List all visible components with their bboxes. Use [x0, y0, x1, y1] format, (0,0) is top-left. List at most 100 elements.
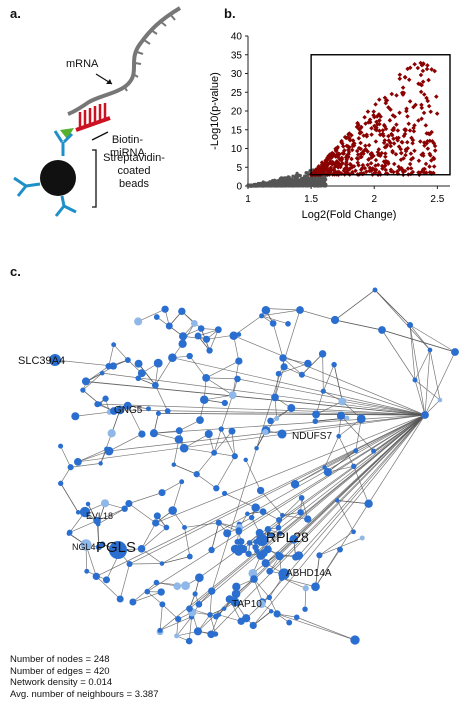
- network-edge: [209, 329, 219, 351]
- network-edge: [220, 395, 234, 430]
- node-label-ndufs7: NDUFS7: [292, 431, 333, 442]
- network-edge: [238, 414, 426, 531]
- network-node: [196, 416, 204, 425]
- network-node: [71, 412, 80, 421]
- data-point: [266, 184, 270, 188]
- network-node: [262, 429, 269, 436]
- network-edge: [296, 616, 356, 641]
- network-node: [175, 615, 182, 623]
- network-node: [259, 313, 265, 319]
- data-point: [289, 184, 293, 188]
- network-node: [359, 535, 365, 541]
- network-edge: [198, 414, 426, 605]
- network-node: [235, 527, 242, 534]
- network-node: [378, 326, 386, 334]
- network-node: [214, 326, 222, 334]
- selected-point: [349, 156, 354, 162]
- network-node: [66, 529, 73, 536]
- x-axis-label: Log2(Fold Change): [302, 209, 397, 221]
- selected-point: [420, 151, 426, 156]
- network-edge: [54, 359, 114, 367]
- network-node: [146, 406, 151, 412]
- selected-point: [333, 148, 339, 154]
- network-edge: [252, 414, 426, 626]
- network-edge: [242, 414, 426, 550]
- network-edge: [159, 616, 192, 631]
- network-node: [336, 433, 342, 439]
- network-edge: [322, 364, 335, 392]
- network-edge: [282, 357, 308, 364]
- data-point: [284, 177, 288, 181]
- network-node: [202, 335, 211, 343]
- network-edge: [374, 289, 411, 326]
- selected-point: [366, 143, 372, 148]
- network-edge: [119, 563, 130, 600]
- selected-point: [427, 138, 433, 144]
- network-node: [125, 499, 133, 508]
- network-edge: [70, 463, 101, 468]
- network-edge: [96, 508, 125, 522]
- y-tick-label: 30: [231, 69, 243, 80]
- network-node: [153, 512, 161, 520]
- selected-point: [424, 141, 430, 146]
- network-node: [221, 606, 227, 611]
- network-edge: [205, 377, 233, 396]
- network-edge: [172, 357, 426, 416]
- network-edge: [184, 522, 219, 528]
- network-edge: [409, 324, 416, 381]
- network-edge: [147, 591, 163, 605]
- network-node: [251, 503, 260, 512]
- selected-point: [432, 148, 438, 153]
- network-node: [256, 551, 266, 560]
- network-edge: [97, 508, 125, 525]
- network-node: [109, 541, 127, 559]
- network-node: [67, 464, 74, 471]
- network-stats: Number of nodes = 248 Number of edges = …: [10, 654, 159, 700]
- network-edge: [245, 459, 261, 491]
- data-point: [276, 184, 281, 188]
- network-node: [302, 585, 309, 592]
- network-node: [298, 495, 305, 501]
- network-edge: [153, 432, 179, 440]
- network-node: [74, 457, 82, 466]
- network-edge: [237, 378, 426, 416]
- selected-point: [382, 138, 388, 143]
- network-node: [243, 457, 248, 463]
- network-edge: [281, 577, 306, 589]
- selected-point: [389, 132, 395, 138]
- selected-point: [331, 167, 337, 172]
- selected-point: [364, 132, 369, 138]
- selected-point: [379, 163, 385, 169]
- network-node: [168, 353, 177, 362]
- network-edge: [424, 351, 456, 416]
- selected-point: [391, 161, 397, 167]
- network-edge: [424, 349, 431, 416]
- network-node: [267, 417, 274, 425]
- network-node: [353, 448, 359, 454]
- network-node: [279, 354, 287, 362]
- network-node: [263, 545, 272, 554]
- network-node: [221, 490, 228, 496]
- network-node: [92, 572, 100, 581]
- network-node: [137, 369, 146, 378]
- network-edge: [342, 401, 426, 416]
- network-node: [334, 498, 340, 503]
- network-edge: [209, 591, 213, 615]
- network-node: [126, 560, 133, 568]
- selected-point: [377, 128, 382, 134]
- selected-point: [398, 146, 404, 152]
- selected-point: [377, 152, 382, 157]
- data-point: [312, 183, 316, 188]
- network-edge: [334, 319, 383, 331]
- y-tick-label: 15: [231, 125, 243, 136]
- network-node: [275, 552, 284, 561]
- selected-point: [383, 151, 388, 156]
- network-node: [336, 411, 346, 420]
- selected-point: [386, 133, 391, 139]
- node-label-evl18: EVL18: [86, 511, 114, 521]
- network-edge: [294, 414, 426, 485]
- biotin-mirna-label: Biotin- miRNA: [110, 134, 145, 159]
- selected-point: [418, 72, 424, 78]
- network-edge: [409, 324, 426, 416]
- y-tick-label: 35: [231, 50, 243, 61]
